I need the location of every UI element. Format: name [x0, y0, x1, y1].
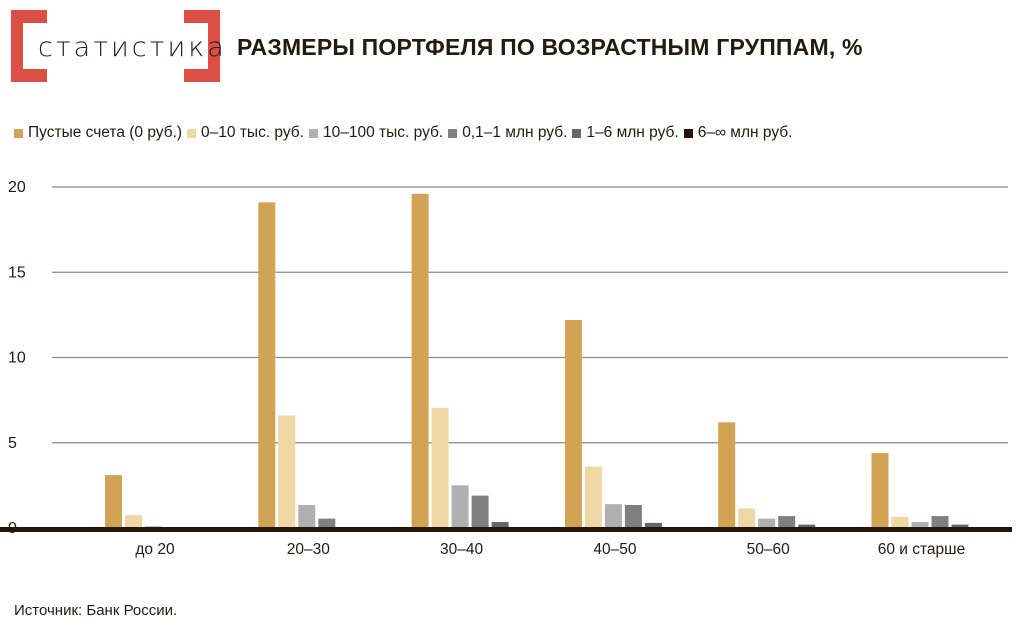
legend-label: 10–100 тыс. руб.: [323, 124, 444, 141]
bar: [564, 319, 582, 528]
bar: [318, 518, 336, 528]
y-tick-label: 5: [8, 435, 17, 452]
bar: [258, 202, 276, 528]
bar: [624, 504, 642, 528]
bar: [951, 524, 969, 528]
legend-swatch: [448, 128, 458, 138]
legend-swatch: [187, 128, 197, 138]
bar: [105, 475, 122, 528]
bar: [278, 415, 296, 528]
bar: [891, 516, 909, 528]
bar: [471, 495, 489, 528]
y-tick-label: 20: [8, 179, 26, 196]
x-tick-label: 40–50: [593, 541, 636, 558]
bar: [758, 518, 776, 528]
bar: [604, 504, 622, 528]
chart-title: РАЗМЕРЫ ПОРТФЕЛЯ ПО ВОЗРАСТНЫМ ГРУППАМ, …: [237, 34, 863, 60]
bar: [451, 485, 469, 528]
legend-label: Пустые счета (0 руб.): [28, 124, 183, 141]
bar: [911, 522, 929, 528]
x-axis: [0, 527, 1012, 532]
legend-label: 0–10 тыс. руб.: [201, 124, 304, 141]
bar: [871, 452, 889, 528]
x-tick-label: 50–60: [747, 541, 790, 558]
legend-swatch: [14, 128, 23, 138]
bar: [644, 522, 662, 528]
legend-label: 6–∞ млн руб.: [697, 124, 793, 141]
bar: [738, 508, 756, 528]
source-note: Источник: Банк России.: [14, 602, 178, 619]
legend-swatch: [309, 128, 318, 138]
x-tick-label: до 20: [135, 541, 175, 558]
legend-label: 1–6 млн руб.: [586, 124, 679, 141]
legend-item: Пустые счета (0 руб.): [14, 124, 182, 142]
y-tick-label: 10: [8, 350, 26, 367]
bar: [298, 504, 316, 528]
bar: [931, 516, 949, 528]
x-tick-label: 60 и старше: [878, 541, 965, 558]
legend-item: 0–10 тыс. руб.: [187, 124, 304, 142]
x-tick-label: 20–30: [287, 541, 330, 558]
bar: [125, 515, 142, 528]
bar: [718, 422, 736, 528]
legend-swatch: [572, 128, 582, 138]
x-tick-label: 30–40: [440, 541, 483, 558]
bar: [778, 516, 796, 528]
legend-item: 1–6 млн руб.: [572, 124, 679, 142]
logo-text: статистика: [38, 32, 227, 63]
legend-item: 10–100 тыс. руб.: [309, 124, 443, 142]
legend-item: 6–∞ млн руб.: [683, 124, 793, 142]
bar: [411, 193, 429, 528]
legend: Пустые счета (0 руб.) 0–10 тыс. руб. 10–10…: [14, 124, 792, 142]
y-tick-label: 15: [8, 264, 26, 281]
legend-label: 0,1–1 млн руб.: [462, 124, 568, 141]
bar: [798, 524, 816, 528]
bar: [431, 407, 449, 528]
bar: [491, 522, 509, 528]
legend-swatch: [683, 128, 693, 138]
legend-item: 0,1–1 млн руб.: [448, 124, 567, 142]
bar: [584, 466, 602, 528]
